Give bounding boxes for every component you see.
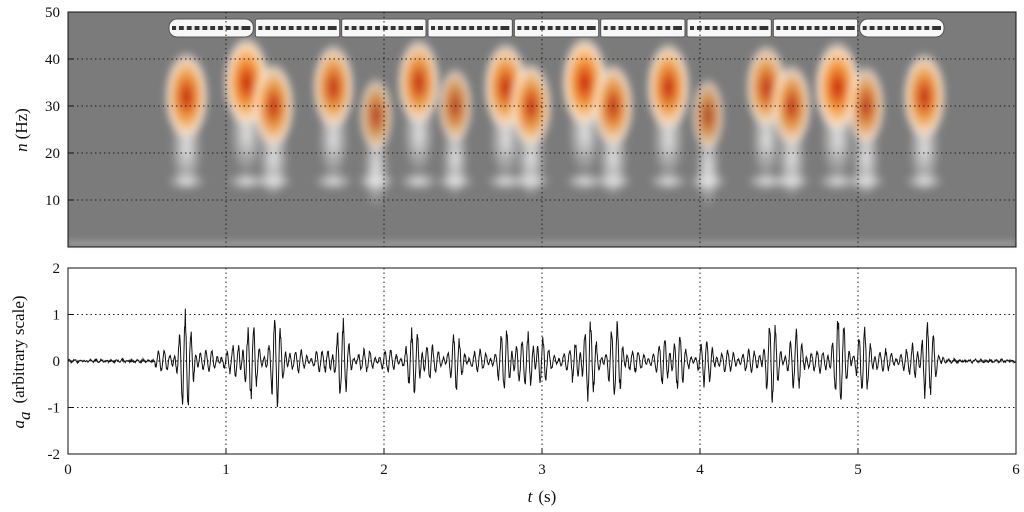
signal-panel: -2 -1 0 1 2 0 1 2 3 4 5 6 aa (arbitrary scale) t (s) xyxy=(9,261,1020,506)
spectrogram-frame xyxy=(67,11,1017,248)
y-tick-label: -1 xyxy=(48,401,61,417)
energy-base xyxy=(435,171,476,192)
signal-y-ticks: -2 -1 0 1 2 xyxy=(48,261,74,463)
signal-y-label-symbol: a xyxy=(9,420,28,429)
energy-patch xyxy=(358,75,395,155)
x-tick-label: 2 xyxy=(380,462,388,478)
spectrogram-panel: 10 20 30 40 50 n (Hz) xyxy=(12,5,1017,248)
train-illustration xyxy=(168,18,945,38)
energy-patch xyxy=(645,40,692,134)
y-tick-label: 40 xyxy=(45,52,60,68)
energy-patch xyxy=(163,50,210,144)
baseline-glow xyxy=(68,242,1016,245)
train-car xyxy=(168,18,254,38)
y-tick-label: 2 xyxy=(53,261,61,277)
energy-base xyxy=(564,171,605,192)
energy-patch xyxy=(770,62,813,150)
x-tick-label: 1 xyxy=(222,462,230,478)
energy-base xyxy=(904,171,945,192)
x-tick-label: 5 xyxy=(854,462,862,478)
train-car xyxy=(427,18,513,38)
train-car xyxy=(686,18,772,38)
signal-y-label-subscript: a xyxy=(15,412,34,421)
x-tick-label: 6 xyxy=(1012,462,1020,478)
energy-patch xyxy=(901,50,947,143)
x-label-symbol: t xyxy=(528,487,534,506)
energy-base xyxy=(593,171,634,192)
energy-base xyxy=(817,171,858,192)
energy-base xyxy=(845,171,886,192)
x-tick-label: 4 xyxy=(696,462,704,478)
energy-base xyxy=(166,171,207,192)
energy-patch xyxy=(251,60,296,152)
spectrogram-y-axis-label: n (Hz) xyxy=(12,108,31,152)
signal-series-line xyxy=(67,308,1017,407)
x-tick-label: 3 xyxy=(538,462,546,478)
energy-patch xyxy=(508,60,553,152)
energy-base xyxy=(253,171,294,192)
energy-base xyxy=(398,171,439,192)
energy-patch xyxy=(690,76,726,155)
train-car xyxy=(341,18,427,38)
y-tick-label: 50 xyxy=(45,5,60,21)
train-car xyxy=(859,18,945,38)
x-label-unit: (s) xyxy=(538,487,556,506)
y-label-symbol: n xyxy=(12,143,31,152)
y-label-unit: (Hz) xyxy=(12,108,31,139)
y-tick-label: 30 xyxy=(45,99,60,115)
energy-patch xyxy=(396,36,442,129)
train-car xyxy=(600,18,686,38)
signal-y-axis-label: aa (arbitrary scale) xyxy=(9,295,34,428)
y-tick-label: 1 xyxy=(53,308,61,324)
y-tick-label: 10 xyxy=(45,193,60,209)
energy-base xyxy=(771,171,812,192)
spectrogram-y-ticks: 10 20 30 40 50 xyxy=(45,5,74,209)
y-tick-label: 20 xyxy=(45,146,60,162)
spectrogram-grid xyxy=(68,12,1016,247)
energy-base xyxy=(313,171,354,192)
signal-x-ticks: 0 1 2 3 4 5 6 xyxy=(64,448,1020,478)
energy-base xyxy=(648,171,689,192)
signal-y-label-text: (arbitrary scale) xyxy=(9,295,28,403)
train-car xyxy=(513,18,600,38)
signal-x-axis-label: t (s) xyxy=(528,487,557,506)
x-tick-label: 0 xyxy=(64,462,72,478)
y-tick-label: -2 xyxy=(48,447,61,463)
y-tick-label: 0 xyxy=(53,354,61,370)
spectrogram-energy-patches xyxy=(68,34,1016,245)
energy-base xyxy=(687,171,728,192)
energy-base xyxy=(510,171,551,192)
energy-base xyxy=(356,171,397,192)
train-car xyxy=(772,18,859,38)
energy-patch xyxy=(311,41,356,133)
train-car xyxy=(254,18,341,38)
